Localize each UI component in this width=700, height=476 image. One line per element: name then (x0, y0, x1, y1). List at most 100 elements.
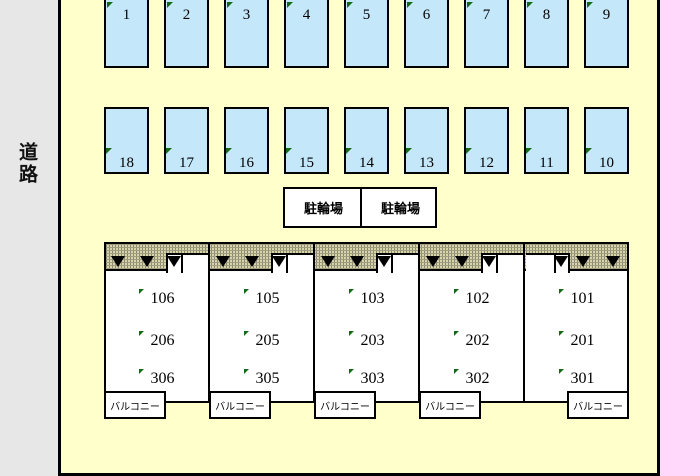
number-flag-icon (347, 2, 353, 8)
door-frame-line (496, 255, 498, 273)
bicycle-parking: 駐輪場 駐輪場 (283, 187, 437, 228)
balcony-label: バルコニー (104, 391, 166, 419)
building-body (104, 269, 629, 403)
room-number: 205 (209, 331, 314, 350)
number-flag-icon (243, 331, 249, 336)
parking-space-11: 11 (524, 107, 569, 174)
door-marker-icon (111, 256, 125, 267)
parking-space-2: 2 (164, 0, 209, 68)
room-number: 202 (419, 331, 524, 350)
parking-space-5: 5 (344, 0, 389, 68)
door-marker-icon (321, 256, 335, 267)
room-number: 206 (104, 331, 209, 350)
room-number: 306 (104, 369, 209, 388)
room-number: 102 (419, 289, 524, 308)
door-marker-icon (554, 256, 568, 267)
room-number: 103 (314, 289, 419, 308)
door-frame-line (181, 255, 183, 273)
number-flag-icon (466, 148, 472, 154)
room-number: 303 (314, 369, 419, 388)
parking-space-6: 6 (404, 0, 449, 68)
road-label: 道路 (16, 142, 37, 186)
number-flag-icon (226, 148, 232, 154)
parking-space-10: 10 (584, 107, 629, 174)
parking-space-13: 13 (404, 107, 449, 174)
door-marker-icon (606, 256, 620, 267)
number-flag-icon (348, 369, 354, 374)
number-flag-icon (138, 331, 144, 336)
bicycle-parking-label: 駐輪場 (303, 201, 343, 216)
unit-column-5: 101 201 301 (524, 269, 629, 403)
parking-space-3: 3 (224, 0, 269, 68)
door-marker-icon (216, 256, 230, 267)
unit-divider (523, 242, 525, 403)
door-marker-icon (350, 256, 364, 267)
number-flag-icon (558, 289, 564, 294)
door-marker-icon (167, 256, 181, 267)
unit-divider (418, 242, 420, 403)
number-flag-icon (467, 2, 473, 8)
number-flag-icon (227, 2, 233, 8)
road-area: 道路 (0, 0, 58, 476)
unit-column-2: 105 205 305 (209, 269, 314, 403)
parking-space-12: 12 (464, 107, 509, 174)
door-marker-icon (482, 256, 496, 267)
number-flag-icon (107, 2, 113, 8)
parking-space-1: 1 (104, 0, 149, 68)
unit-divider (208, 242, 210, 403)
parking-space-15: 15 (284, 107, 329, 174)
number-flag-icon (138, 369, 144, 374)
balcony-label: バルコニー (209, 391, 271, 419)
room-number: 203 (314, 331, 419, 350)
parking-space-17: 17 (164, 107, 209, 174)
balcony-label: バルコニー (567, 391, 629, 419)
unit-column-3: 103 203 303 (314, 269, 419, 403)
number-flag-icon (243, 289, 249, 294)
number-flag-icon (106, 148, 112, 154)
number-flag-icon (348, 331, 354, 336)
number-flag-icon (558, 369, 564, 374)
door-frame-line (391, 255, 393, 273)
room-number: 101 (524, 289, 629, 308)
room-number: 105 (209, 289, 314, 308)
door-frame-line (286, 255, 288, 273)
unit-divider (313, 242, 315, 403)
number-flag-icon (453, 289, 459, 294)
number-flag-icon (586, 148, 592, 154)
unit-column-1: 106 206 306 (104, 269, 209, 403)
number-flag-icon (453, 331, 459, 336)
parking-space-14: 14 (344, 107, 389, 174)
parking-space-9: 9 (584, 0, 629, 68)
room-number: 302 (419, 369, 524, 388)
number-flag-icon (527, 2, 533, 8)
number-flag-icon (138, 289, 144, 294)
number-flag-icon (407, 2, 413, 8)
door-marker-icon (140, 256, 154, 267)
number-flag-icon (453, 369, 459, 374)
parking-space-4: 4 (284, 0, 329, 68)
parking-space-8: 8 (524, 0, 569, 68)
door-marker-icon (245, 256, 259, 267)
door-marker-icon (426, 256, 440, 267)
number-flag-icon (287, 2, 293, 8)
balcony-label: バルコニー (419, 391, 481, 419)
number-flag-icon (558, 331, 564, 336)
room-number: 106 (104, 289, 209, 308)
number-flag-icon (243, 369, 249, 374)
parking-space-18: 18 (104, 107, 149, 174)
number-flag-icon (587, 2, 593, 8)
door-marker-icon (377, 256, 391, 267)
number-flag-icon (406, 148, 412, 154)
door-marker-icon (272, 256, 286, 267)
room-number: 301 (524, 369, 629, 388)
number-flag-icon (166, 148, 172, 154)
unit-column-4: 102 202 302 (419, 269, 524, 403)
right-margin (660, 0, 700, 476)
number-flag-icon (346, 148, 352, 154)
parking-space-7: 7 (464, 0, 509, 68)
parking-space-16: 16 (224, 107, 269, 174)
room-number: 201 (524, 331, 629, 350)
number-flag-icon (286, 148, 292, 154)
door-marker-icon (455, 256, 469, 267)
door-marker-icon (576, 256, 590, 267)
